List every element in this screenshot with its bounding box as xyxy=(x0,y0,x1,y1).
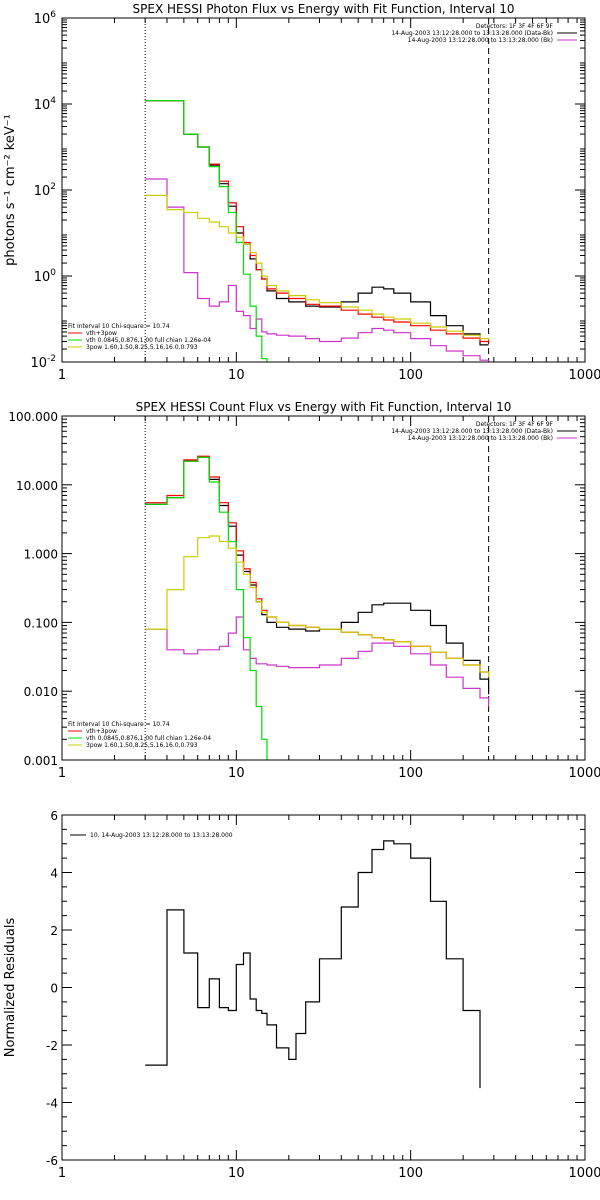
y-tick-label: 6 xyxy=(50,809,58,823)
y-tick-label: 100 xyxy=(34,268,57,285)
y-tick-label: 0.100 xyxy=(24,616,58,630)
x-tick-label: 1 xyxy=(58,368,66,383)
y-tick-label: 102 xyxy=(34,182,56,199)
series-line-residuals xyxy=(145,840,481,1089)
chart-title: SPEX HESSI Photon Flux vs Energy with Fi… xyxy=(133,2,515,16)
plot-frame xyxy=(61,17,586,363)
legend-text: vth 0.0845,0.876,1.00 full chian 1.26e-0… xyxy=(86,337,211,344)
y-tick-label: 2 xyxy=(50,924,58,938)
y-axis-label: Normalized Residuals xyxy=(3,918,18,1058)
plot-frame xyxy=(61,814,586,1161)
y-tick-label: 0.001 xyxy=(24,754,58,768)
legend-text: 14-Aug-2003 13:12:28.000 to 13:13:28.000… xyxy=(408,435,553,442)
legend-text: vth+3pow xyxy=(86,330,117,337)
x-tick-label: 100 xyxy=(398,766,423,781)
y-tick-label: 106 xyxy=(34,10,57,27)
x-tick-label: 100 xyxy=(398,1166,423,1181)
series-group xyxy=(145,455,490,760)
legend-text: vth 0.0845,0.876,1.00 full chian 1.26e-0… xyxy=(86,735,211,742)
x-tick-label: 10 xyxy=(228,1166,245,1181)
series-line-vth-3pow xyxy=(145,455,490,678)
chart-panel-1: SPEX HESSI Photon Flux vs Energy with Fi… xyxy=(3,2,600,383)
series-line-data-bk xyxy=(145,100,489,346)
y-tick-label: 100.000 xyxy=(8,410,58,424)
y-tick-label: 0 xyxy=(50,982,58,996)
legend-text: 14-Aug-2003 13:12:28.000 to 13:13:28.000… xyxy=(391,30,553,37)
series-line-data-bk xyxy=(145,456,490,695)
y-tick-label: 104 xyxy=(34,96,57,113)
chart-title: SPEX HESSI Count Flux vs Energy with Fit… xyxy=(136,400,512,414)
y-tick-label: 0.010 xyxy=(24,685,58,699)
x-tick-label: 1000 xyxy=(568,766,600,781)
series-line-3pow xyxy=(145,535,490,678)
legend-text: Detectors: 1F 3F 4F 6F 9F xyxy=(476,23,554,30)
series-line-bk xyxy=(145,178,490,362)
x-tick-label: 1000 xyxy=(568,1166,600,1181)
y-tick-label: 4 xyxy=(50,867,58,881)
chart-panel-3: 1 10 100 1000 -6 -4 -2 0 2 4 6 Normalized Residuals… xyxy=(3,809,600,1181)
legend-text: 14-Aug-2003 13:12:28.000 to 13:13:28.000… xyxy=(408,37,553,44)
x-tick-label: 1000 xyxy=(568,368,600,383)
legend-text: 3pow 1.60,1.50,8.25,5.16,16.0,0.793 xyxy=(86,742,198,749)
y-tick-label: 10.000 xyxy=(16,479,58,493)
legend-text: Detectors: 1F 3F 4F 6F 9F xyxy=(476,421,554,428)
y-tick-label: -2 xyxy=(46,1039,58,1053)
x-tick-label: 1 xyxy=(58,1166,66,1181)
series-group xyxy=(145,840,481,1089)
x-tick-label: 1 xyxy=(58,766,66,781)
legend-text: Fit Interval 10 Chi-square = 10.74 xyxy=(68,721,170,728)
x-tick-label: 10 xyxy=(228,368,245,383)
legend-text: 14-Aug-2003 13:12:28.000 to 13:13:28.000… xyxy=(391,428,553,435)
y-tick-label: -6 xyxy=(46,1154,58,1168)
legend-text: Fit Interval 10 Chi-square = 10.74 xyxy=(68,323,170,330)
series-group xyxy=(145,100,490,362)
y-tick-label: 10-2 xyxy=(30,354,56,371)
y-tick-label: -4 xyxy=(46,1097,58,1111)
x-tick-label: 10 xyxy=(228,766,245,781)
x-tick-label: 100 xyxy=(398,368,423,383)
y-tick-label: 1.000 xyxy=(24,548,58,562)
series-line-3pow xyxy=(145,194,490,341)
chart-panel-2: SPEX HESSI Count Flux vs Energy with Fit… xyxy=(8,400,600,781)
legend-text: 3pow 1.60,1.50,8.25,5.16,16.0,0.793 xyxy=(86,344,198,351)
series-line-vth xyxy=(145,100,268,362)
series-line-bk xyxy=(145,616,490,707)
legend-text: vth+3pow xyxy=(86,728,117,735)
legend-text: 10. 14-Aug-2003 13:12:28.000 to 13:13:28… xyxy=(90,832,233,839)
y-axis-label: photons s⁻¹ cm⁻² keV⁻¹ xyxy=(3,114,18,266)
plot-frame xyxy=(61,415,586,761)
